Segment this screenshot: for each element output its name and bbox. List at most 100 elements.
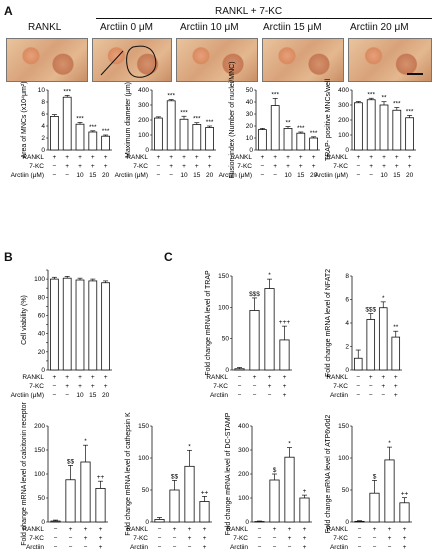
- bar: [169, 489, 180, 523]
- condition-sign: 20: [206, 172, 214, 179]
- condition-sign: +: [312, 154, 316, 161]
- micrograph-arctiin-0: [92, 38, 172, 82]
- bar: [354, 520, 365, 523]
- condition-sign: 20: [406, 172, 414, 179]
- header-arctiin-20: Arctiin 20 μM: [350, 22, 409, 33]
- significance-mark: **: [285, 120, 291, 127]
- condition-sign: +: [261, 154, 265, 161]
- condition-sign: 10: [380, 172, 388, 179]
- condition-sign: +: [84, 535, 88, 542]
- condition-sign: −: [53, 163, 57, 170]
- significance-mark: *: [388, 440, 391, 447]
- condition-sign: +: [188, 526, 192, 533]
- bar: [166, 100, 176, 151]
- condition-sign: +: [283, 374, 287, 381]
- y-tick-label: 8: [345, 273, 349, 280]
- condition-row-label: RANKL: [226, 526, 248, 533]
- condition-sign: −: [169, 172, 173, 179]
- bar: [392, 109, 402, 151]
- condition-sign: 20: [102, 172, 110, 179]
- bar: [50, 520, 61, 523]
- significance-mark: **: [393, 324, 399, 331]
- condition-row-label: 7-KC: [333, 535, 348, 542]
- y-tick-label: 40: [246, 99, 254, 106]
- condition-sign: −: [356, 383, 360, 390]
- condition-sign: +: [104, 374, 108, 381]
- y-tick-label: 200: [34, 423, 45, 430]
- scale-bar: [407, 73, 423, 75]
- bar: [366, 319, 376, 371]
- significance-mark: ***: [167, 93, 175, 100]
- condition-sign: +: [373, 526, 377, 533]
- condition-sign: −: [357, 172, 361, 179]
- significance-mark: ***: [297, 125, 305, 132]
- significance-mark: *: [268, 272, 271, 279]
- condition-sign: −: [69, 535, 73, 542]
- bar: [405, 117, 414, 151]
- condition-sign: +: [395, 163, 399, 170]
- y-tick-label: 60: [38, 312, 46, 319]
- condition-sign: +: [84, 526, 88, 533]
- condition-sign: +: [182, 163, 186, 170]
- y-tick-label: 0: [41, 519, 45, 526]
- y-axis-title: Fold change mRNA level of ATP6v0d2: [325, 415, 332, 534]
- significance-mark: ++: [201, 489, 209, 496]
- y-tick-label: 10: [246, 135, 254, 142]
- condition-row-label: Arctiin: [330, 544, 348, 550]
- y-tick-label: 300: [238, 447, 249, 454]
- condition-sign: −: [273, 535, 277, 542]
- condition-sign: +: [312, 163, 316, 170]
- condition-sign: −: [253, 383, 257, 390]
- condition-sign: −: [53, 392, 57, 399]
- y-tick-label: 4: [41, 123, 45, 130]
- condition-sign: +: [381, 383, 385, 390]
- condition-sign: +: [268, 383, 272, 390]
- condition-sign: +: [273, 154, 277, 161]
- condition-sign: +: [388, 526, 392, 533]
- condition-sign: +: [381, 374, 385, 381]
- significance-mark: **: [381, 95, 387, 102]
- y-tick-label: 20: [38, 349, 46, 356]
- condition-sign: −: [273, 544, 277, 550]
- y-tick-label: 0: [249, 147, 253, 154]
- condition-sign: +: [53, 154, 57, 161]
- bar: [80, 461, 91, 523]
- condition-row-label: RANKL: [126, 154, 148, 161]
- condition-row-label: RANKL: [206, 374, 228, 381]
- header-arctiin-10: Arctiin 10 μM: [180, 22, 239, 33]
- condition-sign: +: [208, 154, 212, 161]
- condition-sign: +: [91, 374, 95, 381]
- bar: [101, 282, 110, 371]
- condition-sign: +: [91, 154, 95, 161]
- condition-sign: 15: [89, 392, 97, 399]
- micrograph-arctiin-20: [348, 38, 432, 82]
- significance-mark: +++: [279, 319, 291, 326]
- significance-mark: $: [373, 473, 377, 480]
- y-tick-label: 400: [238, 423, 249, 430]
- condition-sign: −: [261, 163, 265, 170]
- condition-row-label: Arctiin: [330, 392, 348, 399]
- bar: [205, 127, 214, 151]
- condition-sign: +: [78, 374, 82, 381]
- condition-sign: +: [395, 154, 399, 161]
- y-tick-label: 2: [345, 344, 349, 351]
- y-tick-label: 0: [345, 367, 349, 374]
- y-tick-label: 100: [34, 276, 45, 283]
- condition-sign: +: [388, 535, 392, 542]
- y-tick-label: 300: [338, 102, 349, 109]
- cell-outline-annotation: [100, 45, 157, 78]
- bar: [62, 277, 72, 371]
- significance-mark: $$$: [249, 291, 260, 298]
- significance-mark: $$$: [365, 307, 376, 314]
- bar: [283, 127, 293, 151]
- condition-row-label: Arctiin (μM): [11, 172, 44, 179]
- y-tick-label: 80: [38, 294, 46, 301]
- condition-sign: +: [288, 526, 292, 533]
- condition-sign: +: [78, 163, 82, 170]
- condition-sign: −: [268, 392, 272, 399]
- y-tick-label: 30: [246, 111, 254, 118]
- bar: [62, 96, 72, 151]
- condition-sign: 15: [89, 172, 97, 179]
- significance-mark: ***: [89, 124, 97, 131]
